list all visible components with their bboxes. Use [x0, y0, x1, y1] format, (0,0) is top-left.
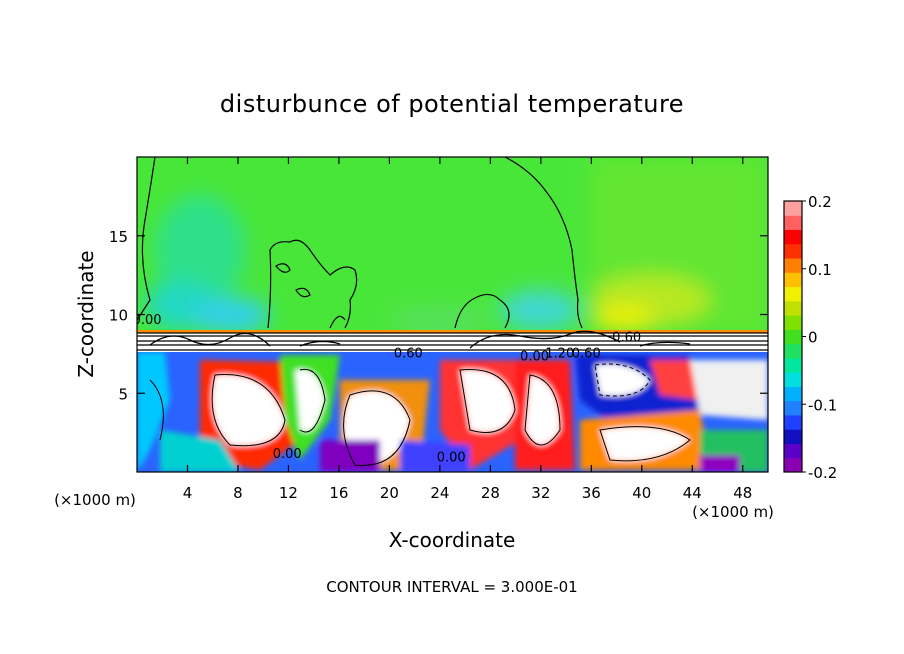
- x-tick-label: 28: [481, 484, 500, 502]
- contour-label: 0.00: [133, 313, 162, 328]
- x-tick-label: 16: [329, 484, 348, 502]
- inversion-contours: [137, 330, 768, 351]
- colorbar-tick-label: -0.2: [808, 464, 837, 482]
- chart-title: disturbunce of potential temperature: [220, 90, 684, 118]
- x-tick-label: 32: [531, 484, 550, 502]
- colorbar-swatch: [784, 429, 802, 444]
- y-tick-label: 5: [118, 385, 128, 403]
- plot-area: 0.000.600.601.200.600.000.00 0.00: [133, 157, 768, 472]
- colorbar-swatch: [784, 457, 802, 473]
- colorbar: [783, 200, 803, 473]
- y-axis-label: Z-coordinate: [74, 250, 98, 377]
- colorbar-swatch: [784, 215, 802, 231]
- colorbar-swatch: [784, 357, 802, 373]
- colorbar-swatch: [784, 372, 802, 387]
- x-tick-label: 4: [183, 484, 193, 502]
- x-tick-label: 40: [632, 484, 651, 502]
- upper-field-patches: [145, 157, 768, 333]
- colorbar-swatch: [784, 343, 802, 359]
- lower-field-patches: [137, 352, 768, 472]
- colorbar-swatch: [784, 300, 802, 316]
- contour-labels: 0.000.600.601.200.600.000.00 0.00: [133, 313, 641, 465]
- colorbar-swatch: [784, 229, 802, 245]
- y-axis-ticks: 5 10 15: [109, 228, 768, 403]
- contour-label: 0.00: [273, 447, 302, 462]
- colorbar-swatch: [784, 258, 802, 273]
- colorbar-swatch: [784, 243, 802, 259]
- colorbar-tick-label: 0.2: [808, 193, 832, 211]
- x-axis-label: X-coordinate: [389, 528, 516, 552]
- contour-label: 0.60: [572, 346, 601, 361]
- contour-label: 1.20: [545, 346, 574, 361]
- x-tick-label: 8: [233, 484, 243, 502]
- lower-contours: [149, 363, 691, 466]
- inversion-band-top: [137, 330, 768, 333]
- colorbar-tick-label: -0.1: [808, 396, 837, 414]
- colorbar-tick-label: 0.1: [808, 261, 832, 279]
- y-tick-label: 10: [109, 307, 128, 325]
- colorbar-tick-label: 0: [808, 329, 818, 347]
- contour-label: 0.00: [437, 450, 466, 465]
- x-axis-unit-left: (×1000 m): [54, 491, 136, 509]
- colorbar-swatch: [784, 386, 802, 402]
- x-axis-ticks: 4 8 12 16 20 24 28 32 36 40 44 48: [183, 157, 752, 502]
- y-tick-label: 15: [109, 228, 128, 246]
- colorbar-swatch: [784, 400, 802, 416]
- colorbar-swatch: [784, 414, 802, 430]
- colorbar-swatch: [784, 329, 802, 345]
- x-axis-unit-right: (×1000 m): [692, 503, 774, 521]
- colorbar-swatch: [784, 272, 802, 288]
- x-tick-label: 36: [582, 484, 601, 502]
- colorbar-swatch: [784, 286, 802, 302]
- contour-interval-note: CONTOUR INTERVAL = 3.000E-01: [326, 578, 577, 596]
- colorbar-swatch: [784, 443, 802, 459]
- contour-label: 0.00: [520, 349, 549, 364]
- x-tick-label: 24: [430, 484, 449, 502]
- colorbar-swatch: [784, 315, 802, 330]
- colorbar-swatch: [784, 201, 802, 216]
- contour-label: 0.60: [612, 331, 641, 346]
- x-tick-label: 12: [279, 484, 298, 502]
- upper-contours: [137, 157, 583, 329]
- x-tick-label: 48: [733, 484, 752, 502]
- colorbar-labels: 0.2 0.1 0 -0.1 -0.2: [802, 193, 837, 482]
- contour-label: 0.60: [394, 346, 423, 361]
- x-tick-label: 20: [380, 484, 399, 502]
- x-tick-label: 44: [683, 484, 702, 502]
